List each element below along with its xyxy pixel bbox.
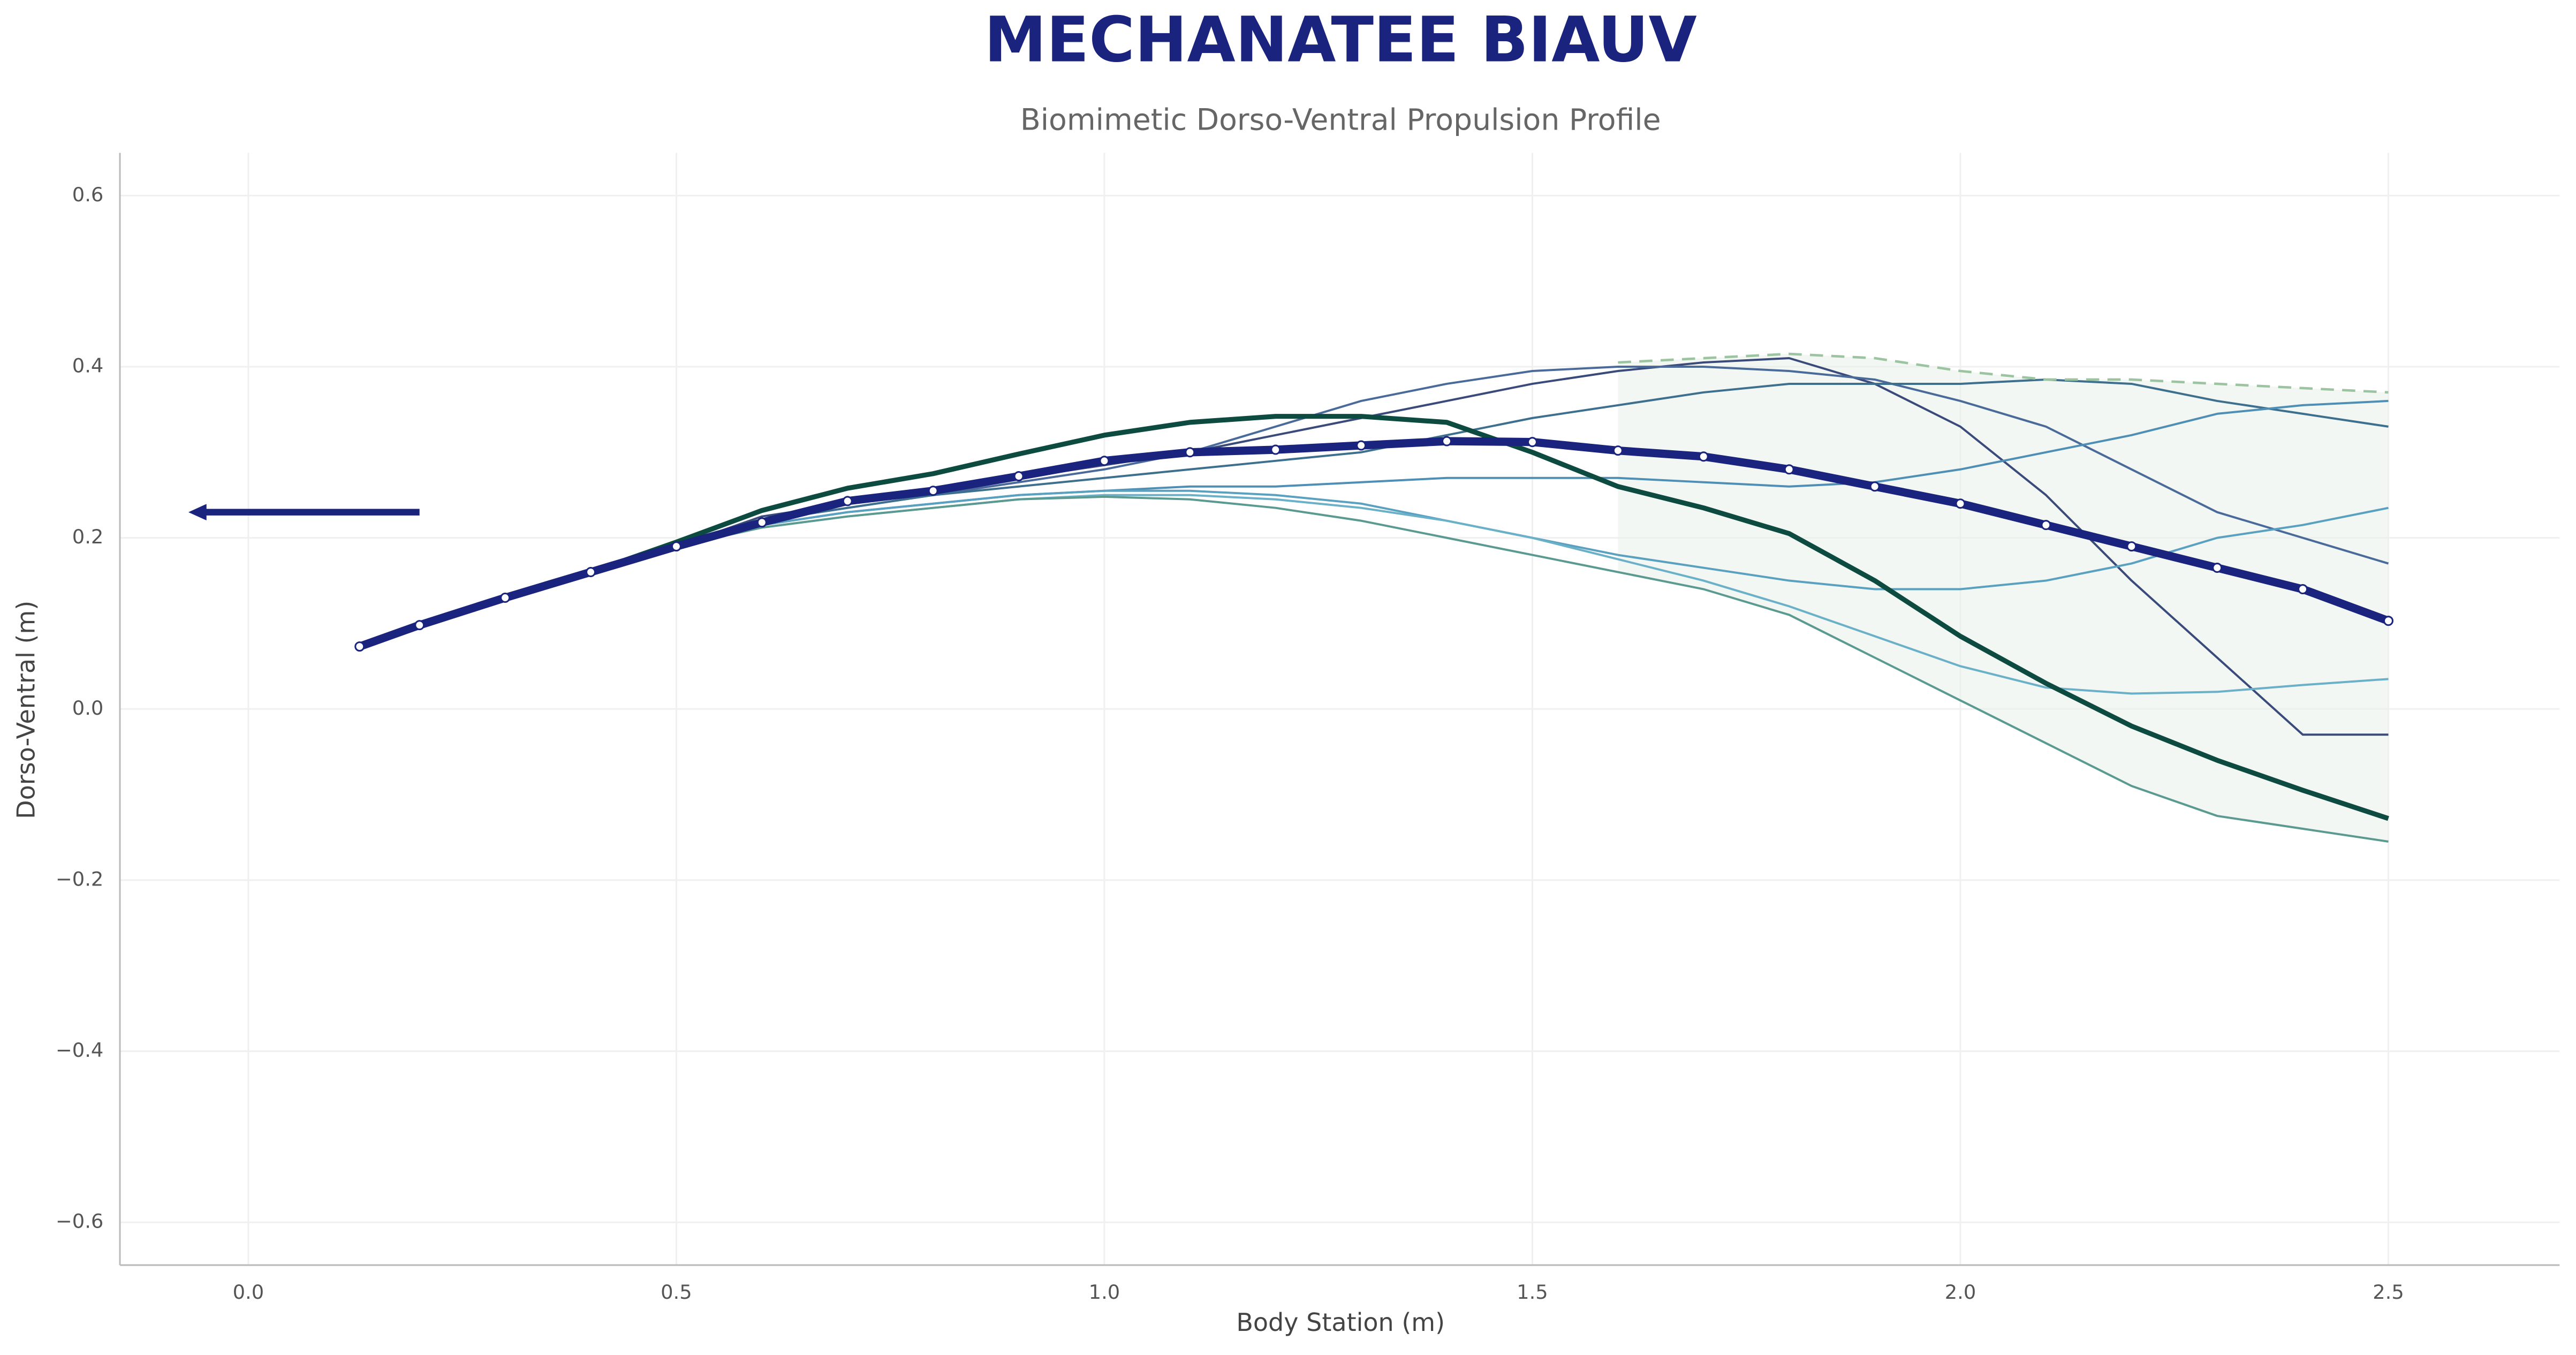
- point-marker: [414, 620, 425, 631]
- point-marker: [756, 517, 767, 528]
- y-tick-label: 0.4: [72, 354, 104, 377]
- x-tick-label: 1.0: [1089, 1281, 1120, 1304]
- series-line: [676, 378, 2389, 548]
- point-marker: [1869, 481, 1880, 492]
- point-marker: [1270, 444, 1281, 455]
- y-tick-label: 0.0: [72, 697, 104, 720]
- y-tick-label: 0.2: [72, 525, 104, 548]
- point-marker: [354, 641, 365, 652]
- y-tick-label: 0.6: [72, 183, 104, 206]
- x-tick-label: 0.5: [661, 1281, 692, 1304]
- point-marker: [2383, 616, 2394, 626]
- point-marker: [2212, 563, 2223, 573]
- point-marker: [1013, 471, 1024, 482]
- series-line: [504, 414, 2389, 821]
- x-axis-label: Body Station (m): [1236, 1308, 1445, 1337]
- point-marker: [1356, 440, 1367, 451]
- y-tick-label: −0.2: [56, 867, 103, 890]
- point-marker: [928, 486, 938, 496]
- point-marker: [1612, 445, 1623, 456]
- point-marker: [2298, 584, 2308, 595]
- point-marker: [1955, 498, 1966, 509]
- point-marker: [1527, 437, 1537, 448]
- point-marker: [585, 567, 596, 578]
- x-tick-label: 0.0: [233, 1281, 264, 1304]
- chart-subtitle: Biomimetic Dorso-Ventral Propulsion Prof…: [1020, 103, 1661, 137]
- arrow-head: [188, 504, 207, 521]
- point-marker: [1698, 451, 1709, 462]
- y-tick-label: −0.6: [56, 1210, 103, 1233]
- point-marker: [2041, 520, 2051, 531]
- series-line: [676, 495, 2389, 843]
- point-marker: [1784, 464, 1794, 475]
- point-marker: [1099, 456, 1110, 466]
- x-tick-label: 2.0: [1945, 1281, 1976, 1304]
- point-marker: [1442, 436, 1452, 446]
- point-marker: [500, 592, 511, 603]
- point-marker: [1185, 447, 1195, 458]
- y-tick-label: −0.4: [56, 1039, 103, 1062]
- series-line: [1618, 352, 2389, 394]
- x-tick-label: 1.5: [1517, 1281, 1548, 1304]
- point-marker: [2126, 541, 2137, 552]
- point-marker: [842, 496, 853, 506]
- y-axis-label: Dorso-Ventral (m): [12, 601, 41, 819]
- series-line: [676, 366, 2389, 565]
- chart-title: MECHANATEE BIAUV: [984, 4, 1697, 77]
- point-marker: [671, 541, 681, 552]
- x-tick-label: 2.5: [2373, 1281, 2404, 1304]
